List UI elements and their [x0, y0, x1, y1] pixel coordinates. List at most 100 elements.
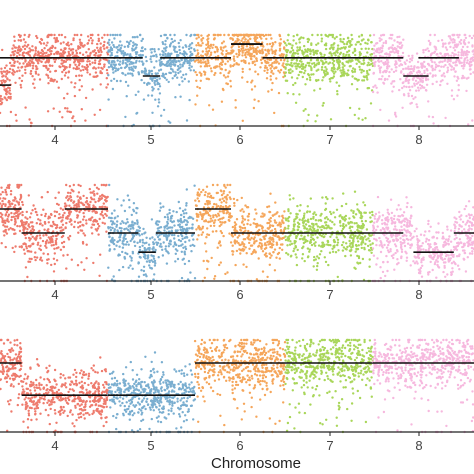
data-point: [49, 241, 52, 244]
data-point: [457, 43, 460, 46]
data-point: [153, 79, 157, 83]
data-point: [200, 34, 203, 37]
data-point: [286, 92, 289, 95]
data-point: [399, 78, 402, 81]
data-point: [386, 228, 389, 231]
data-point: [114, 69, 117, 73]
data-point: [183, 251, 186, 254]
data-point: [369, 243, 372, 246]
data-point: [448, 235, 451, 238]
data-point: [6, 71, 9, 74]
data-point: [154, 72, 157, 75]
data-point: [101, 214, 105, 217]
data-point: [286, 63, 290, 66]
data-point: [8, 61, 12, 65]
data-point: [470, 63, 473, 67]
data-point: [71, 116, 74, 120]
data-point: [108, 62, 111, 65]
data-point: [0, 99, 2, 103]
data-point: [302, 221, 305, 225]
data-point: [224, 76, 227, 79]
data-point: [292, 249, 295, 253]
data-point: [266, 275, 269, 279]
data-point: [310, 243, 314, 247]
data-point: [66, 215, 70, 218]
data-point: [119, 79, 122, 83]
data-point: [213, 50, 216, 54]
data-point: [359, 43, 362, 46]
data-point: [298, 46, 302, 49]
data-point: [107, 227, 110, 230]
data-point: [80, 74, 83, 77]
data-point: [284, 49, 288, 52]
data-point: [141, 238, 144, 242]
data-point: [338, 47, 342, 50]
data-point: [103, 58, 107, 61]
data-point: [124, 251, 127, 255]
data-point: [440, 65, 443, 68]
data-point: [196, 238, 199, 241]
data-point: [457, 36, 460, 39]
data-point: [106, 33, 109, 37]
data-point: [95, 186, 99, 189]
data-point: [447, 58, 450, 61]
data-point: [306, 205, 309, 208]
data-point: [130, 213, 133, 217]
data-point: [433, 262, 437, 266]
data-point: [23, 252, 26, 255]
data-point: [353, 49, 356, 53]
data-point: [234, 230, 238, 233]
data-point: [209, 67, 213, 70]
data-point: [401, 86, 404, 90]
data-point: [4, 230, 7, 233]
data-point: [241, 67, 244, 71]
data-point: [285, 251, 288, 255]
data-point: [254, 233, 257, 236]
data-point: [217, 242, 221, 245]
data-point: [103, 47, 106, 50]
data-point: [380, 60, 383, 63]
data-point: [17, 66, 20, 69]
data-point: [314, 241, 317, 244]
data-point: [219, 217, 222, 221]
data-point: [291, 53, 294, 56]
data-point: [446, 273, 449, 276]
data-point: [439, 80, 443, 83]
data-point: [417, 89, 420, 92]
data-point: [351, 38, 354, 41]
data-point: [460, 56, 463, 60]
data-point: [321, 62, 325, 66]
data-point: [222, 46, 225, 49]
data-point: [159, 68, 163, 71]
data-point: [237, 241, 240, 245]
data-point: [382, 261, 385, 264]
data-point: [386, 249, 390, 252]
data-point: [164, 245, 168, 248]
data-point: [357, 229, 360, 233]
data-point: [279, 58, 283, 62]
data-point: [284, 71, 287, 74]
data-point: [138, 226, 142, 230]
data-point: [360, 237, 364, 240]
data-point: [28, 257, 31, 260]
data-point: [471, 56, 474, 59]
data-point: [329, 118, 333, 121]
data-point: [353, 113, 356, 117]
data-point: [464, 270, 468, 273]
data-point: [73, 120, 76, 123]
data-point: [14, 113, 17, 117]
data-point: [319, 51, 322, 55]
data-point: [37, 241, 40, 244]
data-point: [433, 61, 436, 64]
data-point: [442, 261, 446, 264]
data-point: [121, 220, 124, 223]
data-point: [345, 42, 349, 46]
data-point: [165, 46, 168, 49]
data-point: [122, 50, 125, 53]
data-point: [394, 69, 398, 72]
data-point: [216, 246, 219, 249]
data-point: [470, 60, 473, 63]
data-point: [360, 33, 363, 37]
data-point: [189, 43, 192, 46]
data-point: [352, 210, 355, 213]
